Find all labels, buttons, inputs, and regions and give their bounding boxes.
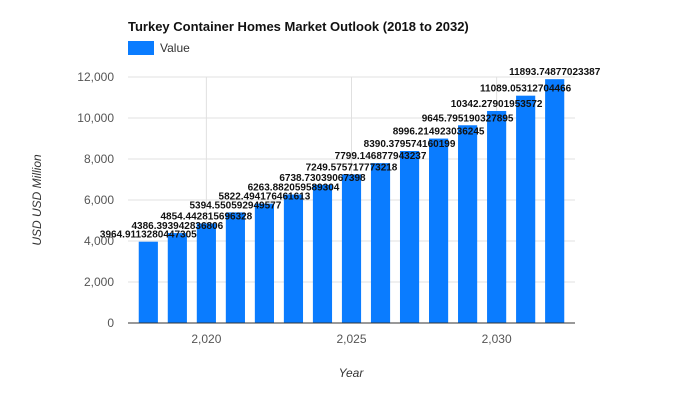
- data-label-2029: 9645.795190327895: [422, 113, 514, 124]
- bar-2026: [370, 163, 391, 323]
- data-label-2020: 4854.442815696328: [160, 211, 252, 222]
- bar-2024: [312, 184, 333, 323]
- y-tick-label-6: 12,000: [77, 70, 114, 84]
- y-tick-label-4: 8,000: [84, 152, 114, 166]
- chart-title: Turkey Container Homes Market Outlook (2…: [128, 19, 469, 34]
- data-label-2027: 8390.379574160199: [364, 139, 456, 150]
- data-label-2028: 8996.214923036245: [393, 127, 485, 138]
- y-axis-ticks: 0 2,000 4,000 6,000 8,000 10,000 12,000: [77, 70, 114, 330]
- data-label-2022: 5822.494176461613: [219, 192, 311, 203]
- x-tick-label-2: 2,030: [482, 332, 512, 346]
- bar-2025: [341, 174, 362, 323]
- bar-2022: [254, 203, 275, 323]
- bar-2028: [428, 138, 449, 323]
- legend-swatch: [128, 41, 154, 55]
- y-tick-label-3: 6,000: [84, 193, 114, 207]
- data-label-2021: 5394.550592949577: [190, 200, 282, 211]
- data-label-2030: 10342.27901953572: [451, 99, 543, 110]
- bar-2020: [196, 223, 216, 323]
- bar-2019: [167, 233, 187, 323]
- data-label-2019: 4386.393942836806: [131, 221, 223, 232]
- y-tick-label-1: 2,000: [84, 275, 114, 289]
- bar-2029: [458, 125, 478, 323]
- x-tick-label-1: 2,025: [336, 332, 366, 346]
- data-label-2025: 7249.575717773218: [306, 162, 398, 173]
- y-tick-label-0: 0: [107, 316, 114, 330]
- data-labels-layer: 3964.91132804473054386.3939428368064854.…: [100, 67, 601, 241]
- bar-2030: [487, 110, 507, 323]
- data-label-2031: 11089.05312704466: [480, 84, 572, 95]
- x-axis-title: Year: [339, 366, 365, 380]
- data-label-2018: 3964.9113280447305: [100, 230, 197, 241]
- bar-2031: [516, 95, 536, 323]
- bars-layer: [138, 79, 565, 323]
- data-label-2032: 11893.74877023387: [509, 67, 601, 78]
- data-label-2023: 6263.882059589304: [248, 183, 340, 194]
- legend-label: Value: [160, 41, 190, 55]
- data-label-2024: 6738.73039067398: [279, 173, 366, 184]
- bar-2027: [399, 150, 420, 323]
- bar-2032: [545, 79, 565, 323]
- y-axis-title: USD USD Million: [30, 154, 44, 246]
- bar-2021: [225, 212, 245, 323]
- bar-2018: [138, 241, 158, 323]
- y-tick-label-2: 4,000: [84, 234, 114, 248]
- x-axis-ticks: 2,020 2,025 2,030: [191, 332, 512, 346]
- data-label-2026: 7799.146877943237: [335, 151, 427, 162]
- y-tick-label-5: 10,000: [77, 111, 114, 125]
- x-tick-label-0: 2,020: [191, 332, 221, 346]
- bar-2023: [283, 194, 304, 323]
